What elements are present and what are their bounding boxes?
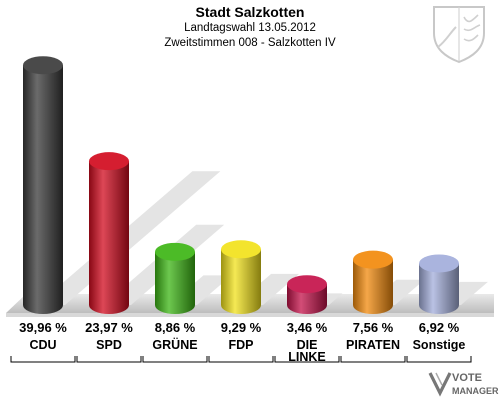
- bar-grüne: [155, 242, 195, 314]
- chart-floor-edge: [6, 313, 494, 317]
- watermark-line-1: VOTE: [452, 372, 482, 384]
- bar-top: [23, 56, 63, 75]
- bar-top: [221, 240, 261, 259]
- value-label: 8,86 %: [155, 320, 196, 335]
- coat-of-arms-icon: [433, 6, 485, 64]
- category-bracket: [208, 356, 274, 363]
- bar-fdp: [221, 240, 261, 314]
- vote-manager-logo: VOTE MANAGER: [428, 372, 499, 397]
- category-label: PIRATEN: [346, 338, 400, 352]
- bar-body: [23, 65, 63, 315]
- category-bracket: [340, 356, 406, 363]
- chart-subtitle-line-1: Landtagswahl 13.05.2012: [184, 22, 316, 34]
- bar-cdu: [23, 56, 63, 315]
- bar-top: [89, 152, 129, 171]
- value-label: 3,46 %: [287, 320, 328, 335]
- category-label: SPD: [96, 338, 122, 352]
- value-label: 39,96 %: [19, 320, 67, 335]
- bar-sonstige: [419, 254, 459, 314]
- bar-spd: [89, 152, 129, 314]
- bar-top: [419, 254, 459, 273]
- category-label: DIE: [297, 338, 318, 352]
- value-label: 6,92 %: [419, 320, 460, 335]
- chart-header: Stadt Salzkotten Landtagswahl 13.05.2012…: [0, 3, 500, 51]
- category-label: LINKE: [288, 350, 326, 364]
- bar-body: [89, 161, 129, 314]
- chart-title: Stadt Salzkotten: [195, 4, 305, 20]
- chart-subtitle-line-2: Zweitstimmen 008 - Salzkotten IV: [164, 37, 336, 49]
- value-label: 7,56 %: [353, 320, 394, 335]
- value-label: 9,29 %: [221, 320, 262, 335]
- bar-die-linke: [287, 275, 327, 314]
- bar-body: [353, 259, 393, 314]
- bar-top: [155, 242, 195, 261]
- watermark-line-2: MANAGER: [452, 386, 499, 396]
- category-label: GRÜNE: [152, 337, 197, 352]
- bar-body: [419, 263, 459, 314]
- bar-top: [287, 275, 327, 294]
- category-label: FDP: [229, 338, 254, 352]
- category-bracket: [76, 356, 142, 363]
- bar-body: [221, 249, 261, 314]
- bar-body: [155, 251, 195, 314]
- category-label: Sonstige: [413, 338, 466, 352]
- category-bracket: [142, 356, 208, 363]
- value-label: 23,97 %: [85, 320, 133, 335]
- category-bracket: [10, 356, 76, 363]
- bar-top: [353, 250, 393, 269]
- bar-piraten: [353, 250, 393, 314]
- category-bracket: [274, 356, 340, 363]
- category-label: CDU: [29, 338, 56, 352]
- category-bracket: [406, 356, 472, 363]
